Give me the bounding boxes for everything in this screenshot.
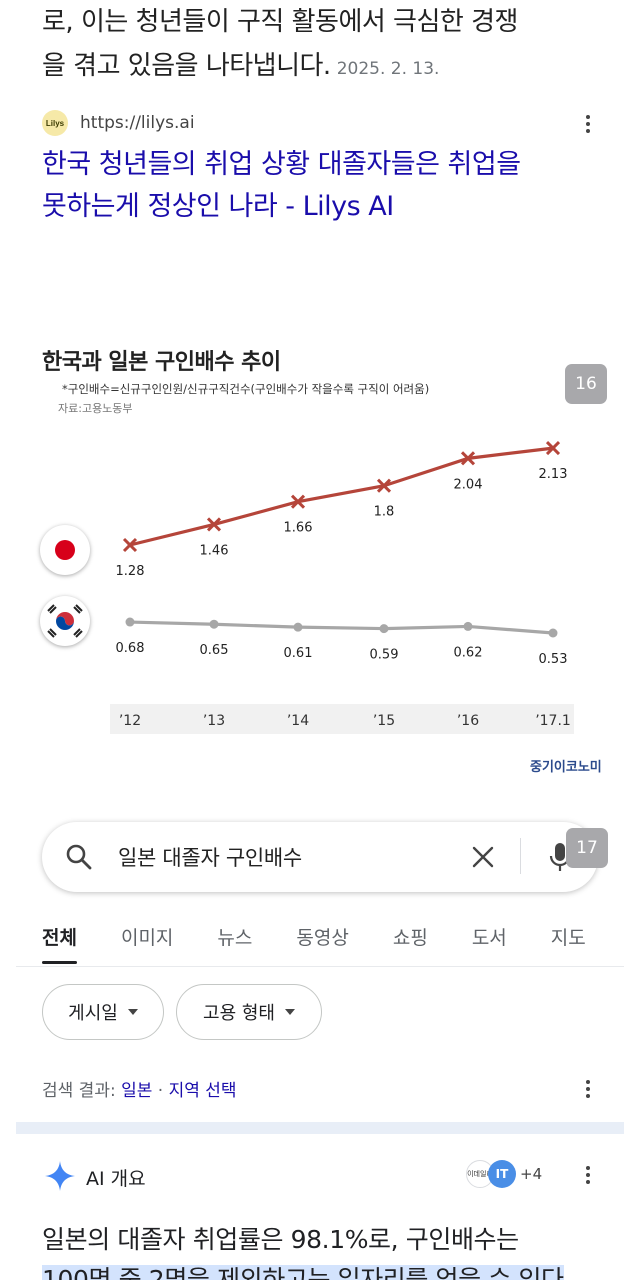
korea-data-label: 0.59: [370, 648, 399, 663]
korea-series-line: [129, 620, 554, 635]
chart-title: 한국과 일본 구인배수 추이: [42, 350, 281, 375]
results-for-location: 검색 결과: 일본 · 지역 선택: [42, 1076, 237, 1101]
filter-date-chip[interactable]: 게시일: [42, 984, 164, 1040]
japan-point: [290, 494, 306, 509]
korea-point: [463, 621, 473, 631]
search-icon: [66, 844, 92, 870]
tab-5[interactable]: 도서: [471, 926, 507, 949]
japan-data-label: 1.8: [374, 505, 395, 520]
ai-body-line-2: 100명 중 2명을 제외하고는 일자리를 얻을 수 있다: [42, 1265, 564, 1280]
image-credit: 중기이코노미: [530, 760, 602, 775]
filter-date-label: 게시일: [68, 1003, 118, 1024]
ai-body-line-1: 일본의 대졸자 취업률은 98.1%로, 구인배수는: [42, 1225, 519, 1254]
line-chart: 1.28 1.46 1.66 1.8 2.04 2.13 0.68 0.65 0.61 0.59 0…: [110, 441, 574, 734]
tab-0[interactable]: 전체: [42, 923, 77, 964]
results-more-icon[interactable]: [576, 1080, 600, 1098]
result-source[interactable]: Lilys https://lilys.ai: [42, 108, 195, 138]
result-title-line-2: 못하는게 정상인 나라 - Lilys AI: [42, 191, 394, 222]
korea-flag-icon: [40, 596, 90, 646]
chart-source: 자료:고용노동부: [58, 402, 133, 415]
source-logo-icon: IT: [488, 1160, 516, 1188]
ai-sources[interactable]: 이데일리 IT +4: [466, 1160, 542, 1188]
image-index-badge: 17: [566, 828, 608, 868]
japan-point: [460, 451, 476, 466]
dropdown-caret-icon: [284, 1009, 295, 1015]
ai-sparkle-icon: [45, 1161, 75, 1191]
chart-note: *구인배수=신규구인인원/신규구직건수(구인배수가 작을수록 구직이 어려움): [62, 382, 430, 396]
search-divider: [520, 838, 521, 874]
japan-flag-icon: [40, 525, 90, 575]
filter-employment-label: 고용 형태: [203, 1003, 275, 1024]
japan-data-label: 1.28: [116, 564, 145, 579]
korea-data-label: 0.68: [116, 641, 145, 656]
site-logo-icon: Lilys: [42, 110, 68, 136]
search-input[interactable]: 일본 대졸자 구인배수: [118, 846, 302, 870]
result-title-line-1: 한국 청년들의 취업 상황 대졸자들은 취업을: [42, 149, 521, 180]
x-tick-label: ’15: [373, 713, 395, 729]
search-bar[interactable]: [42, 822, 598, 892]
results-for-prefix: 검색 결과:: [42, 1081, 122, 1101]
ai-overview-label: AI 개요: [86, 1168, 146, 1190]
x-tick-label: ’12: [119, 713, 141, 729]
snippet-line-2: 을 겪고 있음을 나타냅니다. 2025. 2. 13.: [42, 51, 440, 81]
korea-point: [125, 617, 135, 627]
result-title-link[interactable]: 한국 청년들의 취업 상황 대졸자들은 취업을 못하는게 정상인 나라 - Li…: [42, 144, 602, 228]
tab-3[interactable]: 동영상: [296, 926, 349, 949]
japan-data-label: 1.66: [284, 521, 313, 536]
tab-6[interactable]: 지도: [550, 926, 586, 949]
x-tick-label: ’17.1: [535, 713, 571, 729]
result-snippet: 로, 이는 청년들이 구직 활동에서 극심한 경쟁 을 겪고 있음을 나타냅니다…: [42, 0, 622, 91]
filter-employment-chip[interactable]: 고용 형태: [176, 984, 322, 1040]
choose-region-link[interactable]: 지역 선택: [168, 1081, 237, 1101]
japan-point: [122, 537, 138, 553]
tab-1[interactable]: 이미지: [120, 926, 174, 949]
x-axis-band: [110, 704, 574, 734]
tabs-divider: [16, 966, 624, 967]
korea-data-label: 0.53: [539, 652, 568, 667]
x-tick-label: ’16: [457, 713, 479, 729]
results-location[interactable]: 일본: [121, 1081, 153, 1101]
x-tick-label: ’14: [287, 713, 309, 729]
section-divider: [16, 1122, 624, 1134]
japan-data-label: 1.46: [200, 543, 229, 558]
snippet-line-1: 로, 이는 청년들이 구직 활동에서 극심한 경쟁: [42, 7, 518, 37]
dropdown-caret-icon: [127, 1009, 138, 1015]
japan-series-line: [129, 446, 554, 547]
korea-data-label: 0.62: [454, 645, 483, 660]
japan-data-label: 2.04: [454, 477, 483, 492]
image-index-badge: 16: [565, 364, 607, 404]
ai-overview-body: 일본의 대졸자 취업률은 98.1%로, 구인배수는 100명 중 2명을 제외…: [42, 1220, 612, 1280]
japan-point: [545, 441, 561, 456]
korea-data-label: 0.61: [284, 646, 313, 661]
korea-point: [379, 624, 389, 634]
korea-point: [209, 619, 219, 629]
search-tabs: 전체 이미지 뉴스 동영상 쇼핑 도서 지도: [42, 918, 640, 964]
source-url[interactable]: https://lilys.ai: [80, 113, 195, 133]
japan-point: [206, 517, 222, 532]
korea-point: [548, 628, 558, 638]
x-tick-label: ’13: [203, 713, 225, 729]
tab-4[interactable]: 쇼핑: [392, 926, 428, 949]
japan-point: [376, 478, 392, 493]
korea-data-label: 0.65: [200, 643, 229, 658]
more-options-icon[interactable]: [576, 115, 600, 133]
more-sources-count: +4: [520, 1165, 543, 1183]
clear-icon[interactable]: [470, 844, 496, 870]
korea-point: [293, 622, 303, 632]
snippet-date: 2025. 2. 13.: [336, 59, 440, 79]
results-separator: ·: [152, 1081, 169, 1101]
japan-data-label: 2.13: [539, 467, 568, 482]
ai-more-icon[interactable]: [576, 1166, 600, 1184]
tab-2[interactable]: 뉴스: [217, 926, 253, 949]
